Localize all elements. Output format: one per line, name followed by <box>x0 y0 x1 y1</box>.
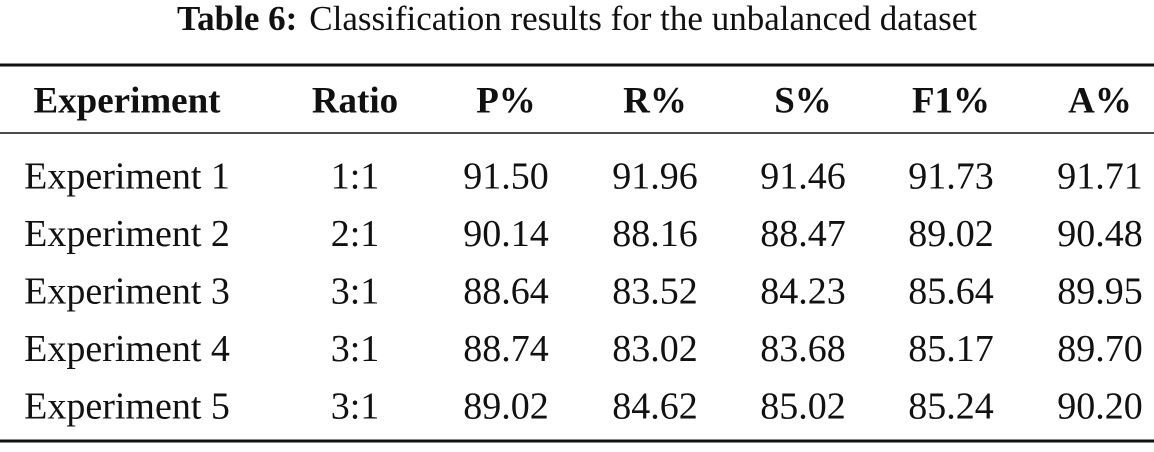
caption-label: Table 6: <box>177 0 297 38</box>
table-cell: 2:1 <box>331 213 380 255</box>
table-cell: 85.64 <box>908 271 994 313</box>
header-cell: R% <box>623 80 687 121</box>
table-cell: 85.24 <box>908 386 994 428</box>
caption-text: Classification results for the unbalance… <box>309 0 977 38</box>
table-cell: 89.02 <box>463 386 549 428</box>
table-cell: 88.64 <box>463 271 549 313</box>
table-cell: 91.96 <box>612 156 698 198</box>
header-cell: F1% <box>912 80 990 121</box>
table-cell: 89.70 <box>1057 328 1143 370</box>
header-cell: P% <box>476 80 536 121</box>
table-cell: Experiment 3 <box>24 271 230 313</box>
table-cell: 85.17 <box>908 328 994 370</box>
table-cell: 3:1 <box>331 271 380 313</box>
table-cell: Experiment 2 <box>24 213 230 255</box>
header-cell: Ratio <box>312 80 398 121</box>
table-cell: 91.71 <box>1057 156 1143 198</box>
table-cell: 90.48 <box>1057 213 1143 255</box>
table-cell: 83.68 <box>760 328 846 370</box>
table-cell: 85.02 <box>760 386 846 428</box>
header-cell: S% <box>774 80 832 121</box>
table-cell: 3:1 <box>331 328 380 370</box>
table-cell: 89.02 <box>908 213 994 255</box>
table-cell: 91.50 <box>463 156 549 198</box>
table-cell: 90.20 <box>1057 386 1143 428</box>
header-cell: A% <box>1068 80 1132 121</box>
table-cell: 84.23 <box>760 271 846 313</box>
table-cell: 91.73 <box>908 156 994 198</box>
table-cell: 88.47 <box>760 213 846 255</box>
table-cell: 88.74 <box>463 328 549 370</box>
table-cell: 3:1 <box>331 386 380 428</box>
table-cell: 83.02 <box>612 328 698 370</box>
caption: Table 6: Classification results for the u… <box>177 0 977 38</box>
table-cell: 84.62 <box>612 386 698 428</box>
table-cell: 1:1 <box>331 156 380 198</box>
table-cell: 91.46 <box>760 156 846 198</box>
table-cell: Experiment 5 <box>24 386 230 428</box>
table-cell: Experiment 1 <box>24 156 230 198</box>
header-cell: Experiment <box>33 80 221 121</box>
table-cell: 89.95 <box>1057 271 1143 313</box>
table-cell: Experiment 4 <box>24 328 230 370</box>
table-cell: 88.16 <box>612 213 698 255</box>
table-cell: 90.14 <box>463 213 549 255</box>
table-cell: 83.52 <box>612 271 698 313</box>
